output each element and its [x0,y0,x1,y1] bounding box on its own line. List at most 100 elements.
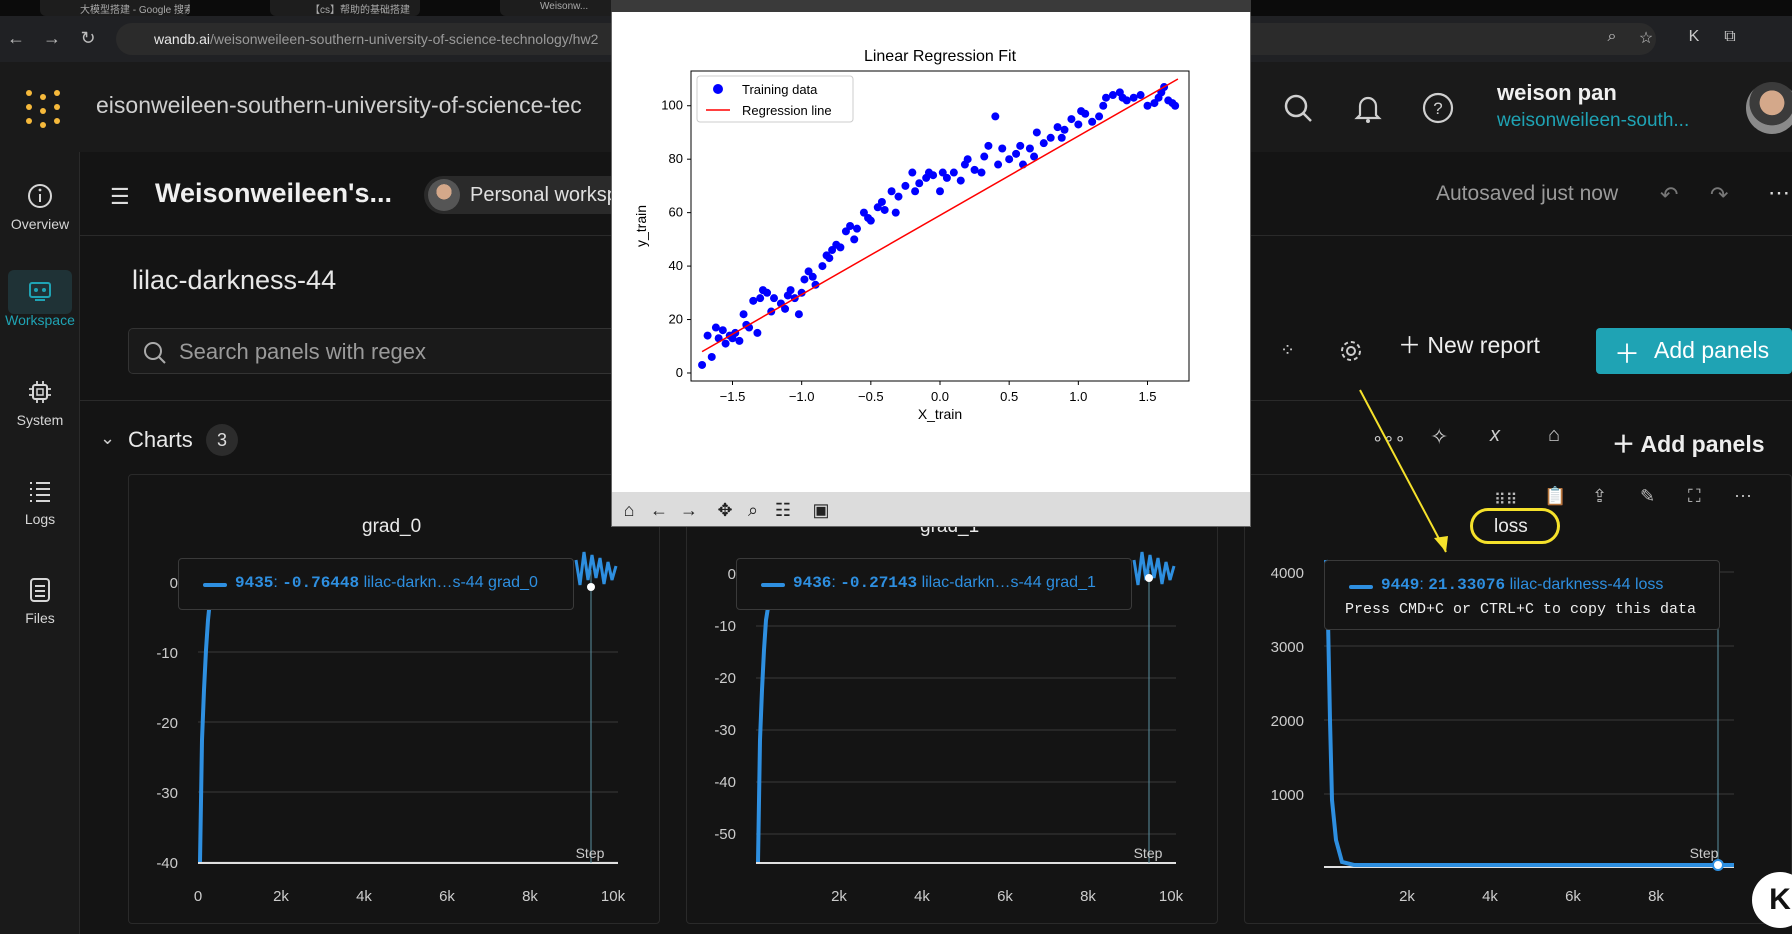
menu-icon[interactable]: ☰ [110,184,130,209]
y-tick: -20 [156,715,178,732]
edit-icon[interactable]: ✎ [1640,486,1656,506]
nav-files[interactable]: Files [0,576,80,626]
series-line [756,572,788,863]
cpu-icon [29,381,51,403]
pin-icon[interactable]: ✧ [1430,424,1449,449]
nav-overview[interactable]: Overview [0,182,80,232]
data-point [880,205,889,214]
nav-workspace[interactable]: Workspace [0,278,80,328]
wandb-logo-icon[interactable] [24,88,64,128]
data-point [949,168,958,177]
nav-system[interactable]: System [0,378,80,428]
clipboard-icon[interactable]: 📋 [1544,486,1567,506]
chart-panel-grad0[interactable] [128,474,660,924]
workspace-title[interactable]: Weisonweileen's... [155,178,393,208]
legend-entry: Regression line [742,103,832,118]
configure-icon[interactable]: ☷ [774,500,792,520]
undo-icon[interactable]: ↶ [1660,182,1679,207]
chevron-down-icon[interactable]: ⌄ [100,428,116,448]
data-point [1129,93,1138,102]
scatter-settings-icon[interactable]: ⁘ [1280,340,1296,360]
annotation-circle [1470,508,1560,544]
extensions-icon[interactable]: ⧉ [1724,28,1736,45]
section-title[interactable]: Charts [128,427,193,452]
series-line [1324,559,1734,867]
chart-panel-grad1[interactable] [686,474,1218,924]
k-floating-icon[interactable]: K [1752,872,1792,928]
grad1-chart[interactable]: 0 -10 -20 -30 -40 -50 2k 4k 6k 8k 10k St… [686,540,1218,920]
user-name[interactable]: weison pan [1497,80,1617,105]
y-tick: 100 [661,98,683,113]
data-point [836,243,845,252]
window-titlebar[interactable] [611,0,1251,12]
browser-tab[interactable]: 【cs】帮助的基础搭建 [270,0,420,16]
zoom-icon[interactable]: ⌕ [747,500,759,520]
extension-k-icon[interactable]: K [1688,28,1700,45]
user-team[interactable]: weisonweileen-south... [1497,110,1690,131]
data-point [846,222,855,230]
data-point [911,187,920,196]
new-report-button[interactable]: ＋ New report [1398,332,1540,358]
notification-bell-icon[interactable] [1352,92,1384,124]
data-point [797,288,806,297]
share-icon[interactable]: ⇪ [1592,486,1608,506]
more-icon[interactable]: ⋯ [1768,180,1790,205]
x-tick: 0.5 [1000,389,1018,404]
clean-icon[interactable]: ⌂ [1548,424,1561,446]
zoom-icon[interactable]: ⌕ [1607,28,1617,45]
svg-text:?: ? [1433,99,1442,118]
reload-icon[interactable]: ↻ [80,28,96,48]
data-point [1108,91,1117,100]
back-icon[interactable]: ← [7,28,25,48]
tooltip: 9435: -0.76448 lilac-darkn…s-44 grad_0 [178,558,574,610]
help-icon[interactable]: ? [1422,92,1454,124]
save-icon[interactable]: ▣ [812,500,830,520]
data-point [1136,91,1145,100]
fullscreen-icon[interactable]: ⛶ [1688,486,1701,506]
nav-logs[interactable]: Logs [0,477,80,527]
pan-icon[interactable]: ✥ [717,500,733,520]
add-panels-button[interactable]: ＋ Add panels [1596,328,1792,374]
data-point [703,331,712,340]
x-axis-icon[interactable]: x [1490,424,1500,446]
entity-name[interactable]: eisonweileen-southern-university-of-scie… [96,92,582,118]
new-report-label: New report [1427,332,1540,358]
section-count-badge: 3 [206,424,238,456]
drag-handle-icon[interactable]: ⠿⠿ [1494,492,1518,509]
x-tick: 6k [1565,888,1581,905]
hover-point [587,583,595,591]
data-point [1122,96,1131,105]
x-axis-label: Step [1134,845,1163,861]
y-tick: 60 [669,205,683,220]
back-icon[interactable]: ← [650,500,668,520]
gear-icon[interactable] [1338,338,1364,364]
avatar[interactable] [1746,82,1792,134]
workspace-badge[interactable]: Personal worksp [424,176,636,214]
y-tick: 2000 [1271,713,1304,730]
x-tick: 0 [194,888,202,905]
y-gridlines [756,625,1176,835]
search-input[interactable]: Search panels with regex [128,328,628,374]
add-panels-section-button[interactable]: ＋ Add panels [1612,431,1765,457]
more-icon[interactable]: ⋯ [1734,486,1752,506]
forward-icon[interactable]: → [43,28,61,48]
workspace-icon [29,282,51,301]
loss-chart[interactable]: 4000 3000 2000 1000 2k 4k 6k 8k Step [1244,540,1792,920]
data-point [1102,93,1110,102]
tooltip-name: lilac-darkn…s-44 grad_1 [921,574,1096,591]
tooltip-step: 9436 [793,574,832,592]
workspace-badge-label: Personal worksp [470,184,618,206]
bookmark-star-icon[interactable]: ☆ [1638,30,1654,47]
forward-icon[interactable]: → [680,500,698,520]
nav-active-highlight [8,270,72,314]
x-tick: −0.5 [858,389,884,404]
x-axis-label: X_train [918,406,962,422]
chart-panel-loss[interactable] [1244,474,1792,924]
home-icon[interactable]: ⌂ [623,500,635,520]
redo-icon[interactable]: ↷ [1710,182,1729,207]
more-icon[interactable]: ∘∘∘ [1372,428,1406,448]
browser-tab[interactable]: 大模型搭建 - Google 搜索 [40,0,190,16]
data-point [1030,152,1039,161]
search-icon[interactable] [1282,92,1314,124]
data-point [998,144,1007,153]
